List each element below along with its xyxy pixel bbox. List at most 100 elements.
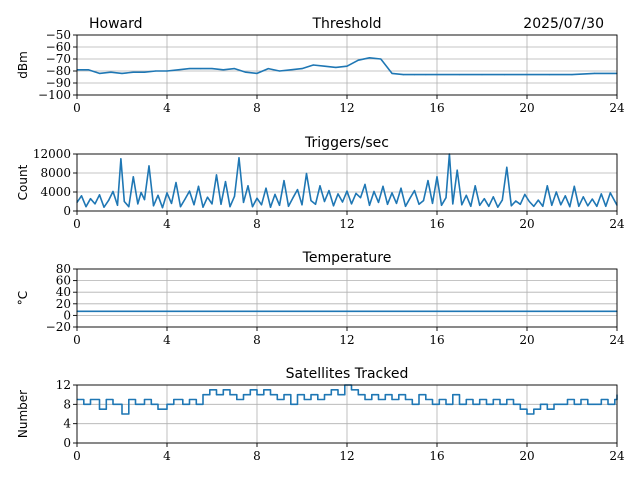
triggers-point-118 — [600, 193, 602, 195]
satellites-point-26 — [263, 389, 265, 391]
threshold-point-32 — [436, 74, 438, 76]
triggers-point-13 — [132, 176, 134, 178]
triggers-xtick-label-3: 12 — [339, 217, 354, 231]
satellites-point-34 — [317, 398, 319, 401]
satellites-point-43 — [377, 398, 380, 401]
threshold-point-28 — [391, 72, 393, 74]
triggers-point-38 — [242, 201, 245, 203]
triggers-point-110 — [564, 195, 566, 197]
triggers-point-106 — [546, 185, 548, 187]
triggers-point-83 — [445, 197, 447, 199]
triggers-point-42 — [260, 204, 263, 206]
triggers-point-107 — [551, 204, 553, 206]
triggers-point-93 — [488, 205, 490, 207]
satellites-point-3 — [98, 408, 101, 410]
satellites-point-51 — [431, 403, 434, 405]
threshold-point-21 — [312, 64, 314, 66]
threshold-point-8 — [166, 70, 168, 72]
triggers-point-48 — [287, 205, 290, 207]
triggers-point-81 — [436, 176, 438, 178]
satellites-xtick-label-1: 4 — [163, 449, 171, 463]
temperature-ytick-label-3: 20 — [56, 297, 71, 311]
threshold-point-9 — [177, 69, 179, 71]
triggers-xtick-label-5: 20 — [519, 217, 534, 231]
satellites-ytick-label-3: 0 — [63, 436, 71, 450]
threshold-point-23 — [335, 66, 337, 68]
triggers-point-86 — [456, 169, 458, 171]
triggers-point-80 — [431, 202, 434, 204]
threshold-xtick-label-2: 8 — [253, 101, 261, 115]
satellites-point-64 — [519, 408, 521, 410]
triggers-point-71 — [391, 192, 393, 194]
triggers-point-67 — [373, 190, 375, 193]
temperature-xtick-label-1: 4 — [163, 333, 171, 347]
satellites-panel: 0 4 8 12 16 20 24 12 8 4 0 Satellites Tracked Number — [16, 366, 625, 463]
satellites-point-35 — [323, 394, 326, 396]
triggers-point-45 — [274, 193, 276, 195]
triggers-ytick-label-1: 8000 — [40, 166, 71, 180]
threshold-point-39 — [593, 72, 596, 74]
satellites-point-13 — [173, 398, 175, 401]
triggers-point-63 — [355, 192, 357, 194]
triggers-point-31 — [211, 203, 213, 205]
satellites-point-12 — [166, 403, 168, 405]
satellites-xtick-label-3: 12 — [339, 449, 354, 463]
triggers-point-104 — [537, 199, 539, 201]
satellites-point-32 — [303, 398, 305, 401]
satellites-xtick-label-2: 8 — [253, 449, 261, 463]
threshold-point-38 — [571, 74, 573, 76]
satellites-xtick-label-0: 0 — [73, 449, 81, 463]
triggers-point-68 — [377, 201, 380, 203]
satellites-point-52 — [438, 398, 440, 401]
satellites-point-20 — [222, 389, 224, 391]
triggers-point-55 — [319, 185, 321, 187]
satellites-point-61 — [499, 403, 501, 405]
triggers-point-92 — [483, 198, 485, 200]
triggers-xtick-label-4: 16 — [429, 217, 444, 231]
threshold-point-7 — [155, 70, 157, 72]
threshold-point-25 — [357, 59, 359, 61]
threshold-ylabel: dBm — [16, 51, 30, 79]
satellites-point-14 — [182, 403, 184, 405]
triggers-point-102 — [528, 200, 530, 203]
triggers-ytick-label-0: 12000 — [33, 147, 71, 161]
satellites-point-37 — [337, 394, 339, 396]
threshold-point-6 — [143, 71, 146, 73]
triggers-point-111 — [569, 206, 571, 208]
threshold-ytick-label-5: −100 — [38, 88, 71, 102]
triggers-point-50 — [296, 189, 299, 191]
triggers-point-21 — [166, 192, 168, 194]
triggers-point-17 — [148, 165, 150, 167]
triggers-point-9 — [116, 204, 119, 206]
satellites-point-77 — [607, 403, 609, 405]
triggers-point-30 — [206, 196, 209, 198]
triggers-point-49 — [292, 197, 294, 199]
triggers-point-74 — [404, 205, 407, 207]
triggers-point-8 — [112, 190, 114, 193]
satellites-point-66 — [533, 408, 535, 410]
threshold-point-11 — [200, 68, 202, 70]
temperature-ytick-label-1: 60 — [56, 274, 71, 288]
satellites-point-25 — [256, 394, 258, 396]
triggers-point-32 — [215, 174, 218, 176]
triggers-panel: 0 4 8 12 16 20 24 12000 8000 4000 0 Triggers/sec Cou… — [16, 135, 625, 231]
satellites-point-29 — [283, 394, 285, 396]
satellites-point-78 — [614, 398, 616, 401]
satellites-point-49 — [418, 394, 420, 396]
satellites-point-55 — [458, 403, 461, 405]
threshold-point-34 — [481, 74, 483, 76]
triggers-point-96 — [501, 199, 503, 201]
satellites-ylabel: Number — [16, 390, 30, 438]
triggers-point-91 — [479, 204, 481, 206]
threshold-point-30 — [413, 74, 416, 76]
satellites-title: Satellites Tracked — [286, 366, 409, 382]
temperature-xtick-label-4: 16 — [429, 333, 444, 347]
triggers-point-33 — [220, 203, 222, 205]
triggers-point-24 — [179, 206, 182, 208]
satellites-point-39 — [350, 389, 353, 391]
triggers-xtick-label-0: 0 — [73, 217, 81, 231]
triggers-xtick-label-2: 8 — [253, 217, 261, 231]
triggers-point-16 — [143, 199, 146, 201]
threshold-point-18 — [278, 70, 281, 72]
